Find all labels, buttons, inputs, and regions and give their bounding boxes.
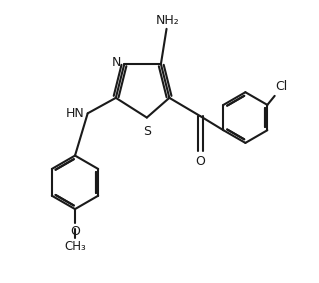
Text: O: O <box>196 155 205 168</box>
Text: NH₂: NH₂ <box>156 14 180 27</box>
Text: CH₃: CH₃ <box>64 239 86 252</box>
Text: O: O <box>70 225 80 238</box>
Text: Cl: Cl <box>275 80 287 93</box>
Text: S: S <box>144 125 152 138</box>
Text: N: N <box>112 56 121 69</box>
Text: HN: HN <box>66 107 84 120</box>
